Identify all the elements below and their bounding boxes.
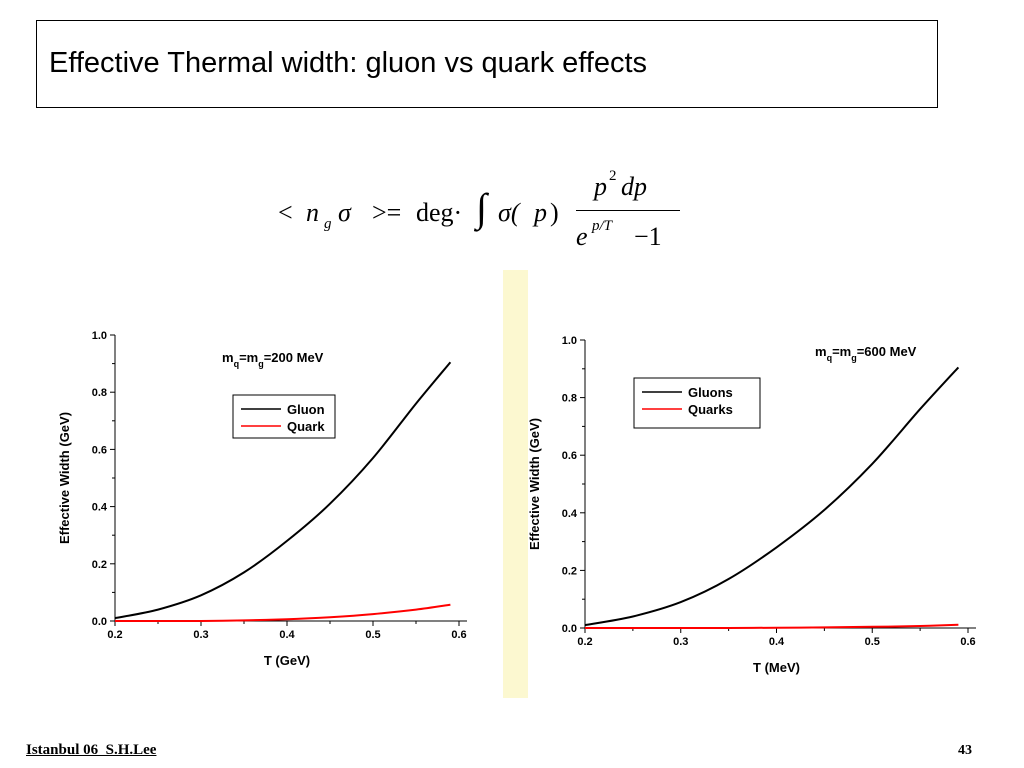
fraction-bar	[576, 210, 680, 211]
y-axis-label: Effective Width (GeV)	[528, 418, 542, 550]
formula-p: p	[534, 198, 547, 227]
formula-numerator-dp: dp	[621, 172, 647, 201]
y-tick-label: 0.2	[562, 565, 577, 577]
slide-title: Effective Thermal width: gluon vs quark …	[49, 47, 648, 79]
annotation-part-rest: =200 MeV	[264, 350, 324, 365]
annotation-part-s1: q	[827, 353, 833, 363]
annotation-part-eq: =m	[832, 344, 851, 359]
x-tick-label: 0.6	[960, 636, 975, 648]
legend-label: Quarks	[688, 402, 733, 417]
formula-sigma: σ	[338, 198, 351, 227]
formula-denominator-minus-one: −1	[634, 222, 662, 251]
annotation-part-s1: q	[234, 359, 240, 369]
formula-deg: deg·	[416, 198, 463, 227]
formula-lhs-close: >=	[372, 198, 402, 227]
legend-label: Quark	[287, 419, 325, 434]
chart-left: 0.2 0.3 0.4 0.5 0.6 0.0 0.2 0.4 0.6 0.8 1.0 T (GeV)…	[50, 322, 502, 680]
formula-integral: ∫	[476, 185, 487, 230]
annotation-part-rest: =600 MeV	[857, 344, 917, 359]
y-tick-label: 0.8	[92, 387, 107, 399]
y-tick-label: 0.4	[562, 508, 578, 520]
y-axis-label: Effective Width (GeV)	[57, 412, 72, 544]
x-tick-label: 0.5	[865, 636, 880, 648]
formula-close-paren: )	[550, 198, 559, 227]
x-tick-label: 0.4	[279, 629, 295, 641]
y-tick-label: 1.0	[562, 335, 577, 347]
y-tick-label: 0.6	[562, 450, 577, 462]
formula-denominator-e: e	[576, 222, 588, 251]
series-line-gluon	[114, 361, 452, 620]
y-tick-label: 0.8	[562, 393, 577, 405]
series-line-quarks	[585, 623, 959, 629]
formula-numerator-exponent: 2	[609, 168, 617, 184]
y-tick-label: 0.6	[92, 444, 107, 456]
annotation-part-m1: m	[222, 350, 234, 365]
formula-sigma-of-p: σ(	[498, 198, 520, 227]
mass-annotation: mq=mg=200 MeV	[222, 350, 324, 369]
series-line-quark	[115, 603, 451, 623]
legend-box	[232, 394, 336, 439]
x-tick-label: 0.4	[769, 636, 785, 648]
mass-annotation: mq=mg=600 MeV	[815, 344, 917, 363]
y-tick-label: 0.0	[562, 623, 577, 635]
x-tick-label: 0.6	[451, 629, 466, 641]
formula-numerator-p: p	[594, 172, 607, 201]
y-tick-label: 0.2	[92, 559, 107, 571]
x-axis-label: T (MeV)	[753, 660, 800, 675]
y-tick-label: 1.0	[92, 330, 107, 342]
x-tick-label: 0.5	[365, 629, 380, 641]
annotation-part-s2: g	[851, 353, 857, 363]
legend-box	[633, 377, 761, 429]
title-box: Effective Thermal width: gluon vs quark …	[36, 20, 938, 108]
y-tick-label: 0.4	[92, 502, 108, 514]
highlight-strip	[503, 270, 528, 698]
annotation-part-eq: =m	[239, 350, 258, 365]
x-tick-label: 0.3	[673, 636, 688, 648]
formula-subscript-g: g	[324, 216, 332, 232]
legend-label: Gluons	[688, 385, 733, 400]
y-tick-label: 0.0	[92, 616, 107, 628]
legend-label: Gluon	[287, 402, 325, 417]
annotation-part-s2: g	[258, 359, 264, 369]
chart-left-svg: 0.2 0.3 0.4 0.5 0.60.00.20.40.60.81.0T (GeV)…	[57, 330, 467, 668]
footer-author: Istanbul 06 S.H.Lee	[26, 742, 157, 758]
formula-denominator-exponent: p/T	[592, 218, 613, 234]
x-axis-label: T (GeV)	[264, 653, 310, 668]
x-tick-label: 0.3	[193, 629, 208, 641]
formula-lhs-open: <	[278, 198, 293, 227]
page-number: 43	[958, 743, 972, 758]
chart-right-svg: 0.2 0.3 0.4 0.5 0.60.00.20.40.60.81.0T (MeV)…	[528, 335, 976, 675]
series-line-gluons	[584, 366, 960, 627]
annotation-part-m1: m	[815, 344, 827, 359]
formula-n: n	[306, 198, 319, 227]
formula: < n g σ >= deg· ∫ σ( p ) p 2 dp e p/T −1	[276, 166, 696, 256]
x-tick-label: 0.2	[577, 636, 592, 648]
x-tick-label: 0.2	[107, 629, 122, 641]
chart-right: 0.2 0.3 0.4 0.5 0.6 0.0 0.2 0.4 0.6 0.8 1.0 T (MeV)…	[528, 318, 992, 688]
